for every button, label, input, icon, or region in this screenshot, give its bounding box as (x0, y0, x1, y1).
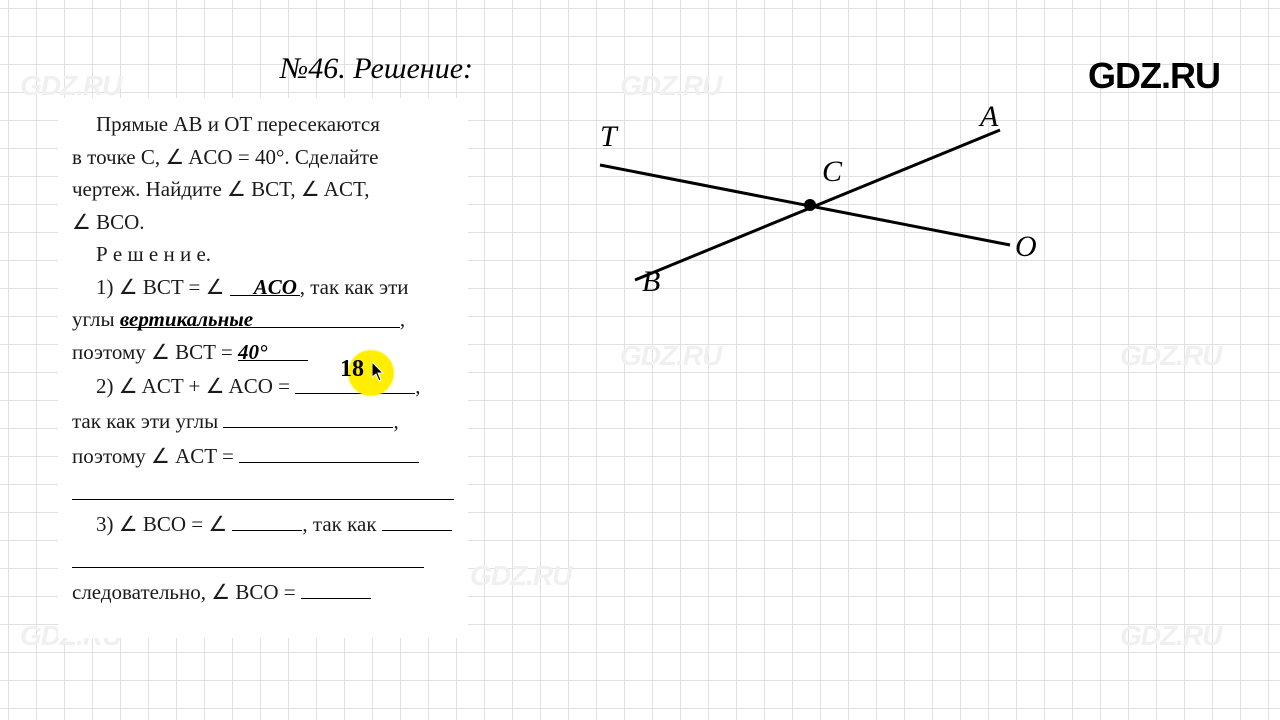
label-O: O (1015, 230, 1037, 264)
statement-line: ∠ BCO. (72, 206, 454, 239)
problem-text-panel: Прямые AB и OT пересекаются в точке C, ∠… (58, 98, 468, 638)
problem-number-handwritten: №46. Решение: (280, 52, 473, 86)
text: поэтому ∠ ACT = (72, 444, 239, 468)
step-2-line1: 2) ∠ ACT + ∠ ACO = , (72, 368, 454, 403)
handwritten-cursor-value: 18 (340, 356, 364, 383)
fill-blank: 40° (238, 336, 308, 361)
text: в точке C, (72, 145, 165, 169)
fill-blank (301, 574, 371, 599)
text: поэтому ∠ BCT = (72, 340, 238, 364)
fill-blank (232, 506, 302, 531)
angle-value: ∠ ACO = 40° (165, 145, 284, 169)
label-T: T (600, 120, 617, 154)
text: , так как эти (300, 275, 409, 299)
step-2-line2: так как эти углы , (72, 403, 454, 438)
cursor-icon (372, 362, 386, 382)
step-3-line1: 3) ∠ BCO = ∠ , так как (72, 506, 454, 541)
text: Прямые AB и OT пересекаются (96, 112, 380, 136)
geometry-diagram: T A C O B (560, 100, 1080, 360)
step-1-line3: поэтому ∠ BCT = 40° (72, 336, 454, 369)
text: . Сделайте (284, 145, 378, 169)
fill-blank (223, 403, 393, 428)
step-2-line3: поэтому ∠ ACT = (72, 438, 454, 473)
text: 3) ∠ BCO = ∠ (96, 512, 232, 536)
site-logo: GDZ.RU (1088, 55, 1220, 97)
handwritten-answer: 40° (238, 340, 267, 364)
fill-blank: ACO (230, 271, 300, 296)
text: следовательно, ∠ BCO = (72, 580, 301, 604)
solution-heading: Р е ш е н и е. (72, 238, 454, 271)
text: 1) ∠ BCT = ∠ (96, 275, 230, 299)
text: , (400, 307, 405, 331)
statement-line: Прямые AB и OT пересекаются (72, 108, 454, 141)
text: так как эти углы (72, 409, 223, 433)
blank-line (72, 473, 454, 500)
handwritten-answer: вертикальные (120, 307, 253, 331)
label-B: B (642, 265, 660, 299)
label-A: A (980, 100, 998, 134)
text: 2) ∠ ACT + ∠ ACO = (96, 375, 295, 399)
text: углы (72, 307, 120, 331)
point-c (804, 199, 816, 211)
step-1-line2: углы вертикальные, (72, 303, 454, 336)
blank-line (72, 541, 424, 568)
text: , (415, 375, 420, 399)
text: , (393, 409, 398, 433)
text: , так как (302, 512, 381, 536)
handwritten-answer: ACO (254, 275, 297, 299)
label-C: C (822, 155, 842, 189)
line-ab (635, 130, 1000, 280)
statement-line: чертеж. Найдите ∠ BCT, ∠ ACT, (72, 173, 454, 206)
step-1-line1: 1) ∠ BCT = ∠ ACO, так как эти (72, 271, 454, 304)
statement-line: в точке C, ∠ ACO = 40°. Сделайте (72, 141, 454, 174)
fill-blank (239, 438, 419, 463)
diagram-svg (560, 100, 1080, 360)
fill-blank (382, 506, 452, 531)
fill-blank: вертикальные (120, 303, 400, 328)
step-3-line3: следовательно, ∠ BCO = (72, 574, 454, 609)
